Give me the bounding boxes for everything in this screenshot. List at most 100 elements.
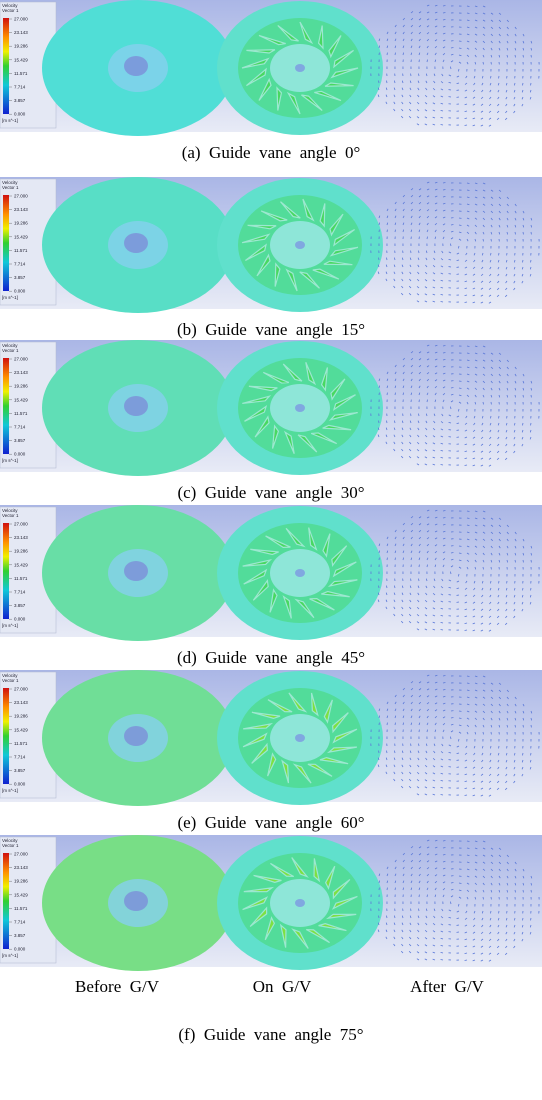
legend-tick-label: 7.714	[14, 755, 26, 760]
legend-tick-label: 23.143	[14, 370, 28, 375]
velocity-vector	[467, 190, 469, 191]
velocity-vector	[483, 732, 484, 734]
column-label: After G/V	[410, 977, 484, 996]
legend-tick-label: 0.000	[14, 112, 26, 117]
legend-tick-label: 15.429	[14, 562, 28, 567]
legend-unit: [m s^-1]	[2, 953, 18, 958]
column-label: Before G/V	[75, 977, 160, 996]
velocity-disc-center	[124, 891, 148, 911]
legend-tick-label: 27.000	[14, 357, 28, 362]
legend-tick-label: 11.571	[14, 906, 28, 911]
legend-tick-label: 27.000	[14, 687, 28, 692]
figure-canvas: VelocityVector 127.00023.14319.28615.429…	[0, 0, 542, 1095]
velocity-vector	[465, 795, 467, 796]
legend-tick-label: 15.429	[14, 892, 28, 897]
velocity-vector	[441, 622, 443, 623]
legend-tick-label: 11.571	[14, 741, 28, 746]
legend-tick-label: 7.714	[14, 262, 26, 267]
velocity-vector	[490, 581, 491, 583]
velocity-vector	[465, 125, 467, 126]
velocity-vector	[443, 352, 445, 353]
velocity-vector	[427, 565, 428, 567]
velocity-vector	[515, 890, 516, 892]
legend-tick-label: 15.429	[14, 234, 28, 239]
velocity-vector	[490, 253, 491, 255]
hub-center	[295, 899, 305, 907]
legend-tick-label: 3.857	[14, 438, 26, 443]
velocity-vector	[483, 897, 484, 899]
legend-tick-label: 3.857	[14, 603, 26, 608]
velocity-vector	[386, 421, 387, 423]
legend-tick-label: 3.857	[14, 275, 26, 280]
legend-unit: [m s^-1]	[2, 623, 18, 628]
legend-tick-label: 19.286	[14, 221, 28, 226]
velocity-vector	[418, 251, 419, 253]
velocity-vector	[483, 239, 484, 241]
color-bar	[3, 358, 9, 454]
velocity-vector	[427, 895, 428, 897]
velocity-vector	[465, 458, 467, 459]
legend-tick-label: 3.857	[14, 768, 26, 773]
velocity-disc-center	[124, 233, 148, 253]
velocity-vector	[441, 117, 443, 118]
legend-tick-label: 23.143	[14, 30, 28, 35]
hub-center	[295, 64, 305, 72]
legend-tick-label: 19.286	[14, 44, 28, 49]
velocity-vector	[441, 124, 443, 125]
velocity-vector	[483, 62, 484, 64]
panel-caption: (c) Guide vane angle 30°	[177, 483, 364, 502]
legend-tick-label: 15.429	[14, 57, 28, 62]
velocity-vector	[386, 258, 387, 260]
legend-tick-label: 0.000	[14, 452, 26, 457]
velocity-vector	[386, 81, 387, 83]
velocity-vector	[395, 230, 396, 232]
legend-tick-label: 23.143	[14, 207, 28, 212]
velocity-vector	[386, 916, 387, 918]
legend-unit: [m s^-1]	[2, 118, 18, 123]
legend-tick-label: 7.714	[14, 590, 26, 595]
velocity-vector	[465, 118, 467, 119]
velocity-vector	[490, 746, 491, 748]
color-bar	[3, 523, 9, 619]
velocity-vector	[395, 888, 396, 890]
hub-center	[295, 569, 305, 577]
legend-tick-label: 0.000	[14, 782, 26, 787]
legend-tick-label: 19.286	[14, 714, 28, 719]
velocity-vector	[427, 60, 428, 62]
velocity-vector	[441, 794, 443, 795]
velocity-vector	[443, 517, 445, 518]
panel-caption: (d) Guide vane angle 45°	[177, 648, 365, 667]
color-bar	[3, 195, 9, 291]
velocity-vector	[441, 787, 443, 788]
velocity-vector	[483, 402, 484, 404]
legend-tick-label: 0.000	[14, 289, 26, 294]
velocity-vector	[386, 751, 387, 753]
legend-tick-label: 11.571	[14, 71, 28, 76]
velocity-vector	[467, 848, 469, 849]
legend-tick-label: 23.143	[14, 535, 28, 540]
velocity-vector	[515, 725, 516, 727]
velocity-vector	[467, 13, 469, 14]
velocity-vector	[395, 393, 396, 395]
legend-tick-label: 3.857	[14, 933, 26, 938]
legend-tick-label: 23.143	[14, 865, 28, 870]
velocity-vector	[441, 464, 443, 465]
legend-tick-label: 27.000	[14, 852, 28, 857]
hub-center	[295, 241, 305, 249]
velocity-vector	[441, 952, 443, 953]
velocity-vector	[465, 295, 467, 296]
legend-title: Vector 1	[2, 843, 19, 848]
velocity-vector	[490, 76, 491, 78]
panel-caption: (e) Guide vane angle 60°	[177, 813, 364, 832]
velocity-vector	[441, 959, 443, 960]
velocity-vector	[395, 53, 396, 55]
panel-caption: (a) Guide vane angle 0°	[182, 143, 361, 162]
legend-unit: [m s^-1]	[2, 458, 18, 463]
velocity-vector	[490, 416, 491, 418]
legend-tick-label: 11.571	[14, 248, 28, 253]
velocity-vector	[467, 683, 469, 684]
